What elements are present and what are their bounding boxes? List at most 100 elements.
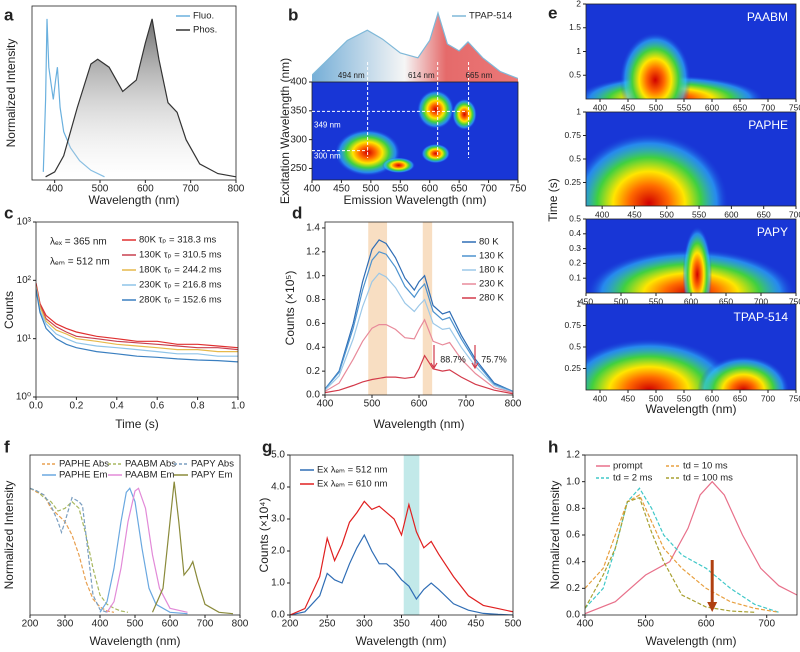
x-tick-label: 400 [595, 209, 609, 219]
panel-6: 400 450 500 550 600 650 700 0.25 0.5 0.75 1 PAPHE [564, 106, 800, 219]
line [36, 289, 238, 363]
x-tick-label: 600 [705, 102, 719, 112]
legend-label: 130 K [479, 251, 504, 262]
heat-blob [382, 157, 415, 174]
y-tick-label: 4.0 [271, 482, 285, 493]
x-tick-label: 500 [649, 102, 663, 112]
legend-label: 180 K [479, 265, 504, 276]
y-tick-label: 0.2 [566, 583, 580, 594]
series-group [312, 10, 518, 82]
heat-blob [697, 355, 790, 390]
x-tick-label: 400 [593, 393, 607, 403]
y-tick-label: 0.5 [569, 70, 581, 80]
y-tick-label: 0.5 [569, 341, 581, 351]
legend-label: PAPY Abs [191, 459, 234, 470]
y-tick-label: 300 [290, 134, 307, 145]
panel-label: e [548, 3, 557, 22]
y-tick-label: 1 [576, 46, 581, 56]
y-axis-label: Normalized Intensity [548, 481, 562, 590]
line [325, 251, 513, 392]
legend-label: prompt [613, 461, 643, 472]
x-tick-label: 300 [356, 619, 373, 630]
line [36, 287, 238, 357]
y-tick-label: 0.8 [306, 294, 320, 305]
x-tick-label: 500 [660, 209, 674, 219]
line [30, 487, 108, 613]
line [99, 487, 188, 615]
y-axis-label: Counts (×10⁴) [257, 498, 271, 573]
panel-7: 450 500 550 600 650 700 750 0.1 0.2 0.3 0.4 0.5 PAPY [569, 213, 800, 306]
legend-label: PAPY Em [191, 470, 232, 481]
x-tick-label: 600 [137, 184, 154, 195]
x-tick-label: 700 [758, 619, 775, 630]
x-axis-label: Wavelength (nm) [90, 634, 181, 648]
x-tick-label: 450 [621, 102, 635, 112]
x-tick-label: 600 [705, 393, 719, 403]
heatmap-title: PAPY [757, 225, 788, 239]
x-tick-label: 500 [614, 296, 628, 306]
legend-label: 180K τₚ = 244.2 ms [139, 265, 222, 276]
y-tick-label: 1.2 [306, 246, 320, 257]
x-tick-label: 750 [789, 296, 800, 306]
series-group [36, 282, 238, 363]
legend-label: PAPHE Abs [59, 459, 109, 470]
x-tick-label: 600 [421, 184, 438, 195]
y-tick-label: 1 [576, 298, 581, 308]
y-tick-label: 0.25 [564, 177, 581, 187]
line [30, 487, 129, 613]
y-tick-label: 0.4 [306, 342, 320, 353]
line [312, 10, 518, 80]
x-tick-label: 600 [162, 619, 179, 630]
y-tick-label: 1.5 [569, 22, 581, 32]
x-tick-label: 500 [505, 619, 522, 630]
x-tick-label: 800 [505, 399, 522, 410]
x-tick-label: 750 [789, 393, 800, 403]
legend-label: TPAP-514 [469, 11, 512, 22]
y-tick-label: 350 [290, 105, 307, 116]
y-axis-label: Normalized Intensity [2, 481, 16, 590]
y-tick-label: 10² [17, 275, 32, 286]
x-tick-label: 550 [692, 209, 706, 219]
series-group [42, 18, 236, 180]
legend-label: 80 K [479, 237, 499, 248]
y-tick-label: 0.4 [566, 556, 580, 567]
heat-blob [682, 226, 712, 293]
series-group [30, 481, 234, 615]
panel-label: d [292, 203, 302, 222]
y-tick-label: 1.0 [306, 270, 320, 281]
arrow-head [707, 602, 718, 612]
y-tick-label: 1 [576, 106, 581, 116]
annotation: 300 nm [314, 152, 341, 161]
y-tick-label: 10⁰ [16, 392, 31, 403]
heat-blob [452, 98, 477, 131]
panel-0: 400 500 600 700 800 a Wavelength (nm) Normalize… [4, 5, 245, 207]
annotation: 349 nm [314, 121, 341, 130]
panel-label: g [262, 437, 272, 456]
legend-label: Ex λₑₘ = 512 nm [317, 465, 388, 476]
heatmap [586, 32, 765, 99]
x-tick-label: 600 [411, 399, 428, 410]
y-axis-label: Counts (×10⁵) [283, 271, 297, 346]
x-tick-label: 550 [649, 296, 663, 306]
panel-9: 200 300 400 500 600 700 800 f Wavelength (nm) Nor… [2, 437, 249, 648]
y-tick-label: 2 [576, 0, 581, 8]
x-tick-label: 350 [393, 619, 410, 630]
x-tick-label: 650 [757, 209, 771, 219]
y-tick-label: 0.6 [566, 530, 580, 541]
highlight [368, 222, 388, 395]
legend-label: PAABM Abs [125, 459, 176, 470]
x-axis-label: Wavelength (nm) [374, 417, 465, 431]
x-tick-label: 400 [593, 102, 607, 112]
x-tick-label: 450 [627, 209, 641, 219]
heat-blob [421, 143, 451, 164]
arrow [471, 345, 479, 370]
y-tick-label: 0.4 [569, 228, 581, 238]
y-tick-label: 400 [290, 77, 307, 88]
x-tick-label: 550 [677, 102, 691, 112]
y-tick-label: 0.0 [271, 610, 285, 621]
heatmap-title: PAABM [747, 10, 788, 24]
legend-label: Fluo. [193, 11, 214, 22]
x-tick-label: 650 [719, 296, 733, 306]
line [585, 494, 779, 613]
legend-label: td = 100 ms [683, 473, 733, 484]
